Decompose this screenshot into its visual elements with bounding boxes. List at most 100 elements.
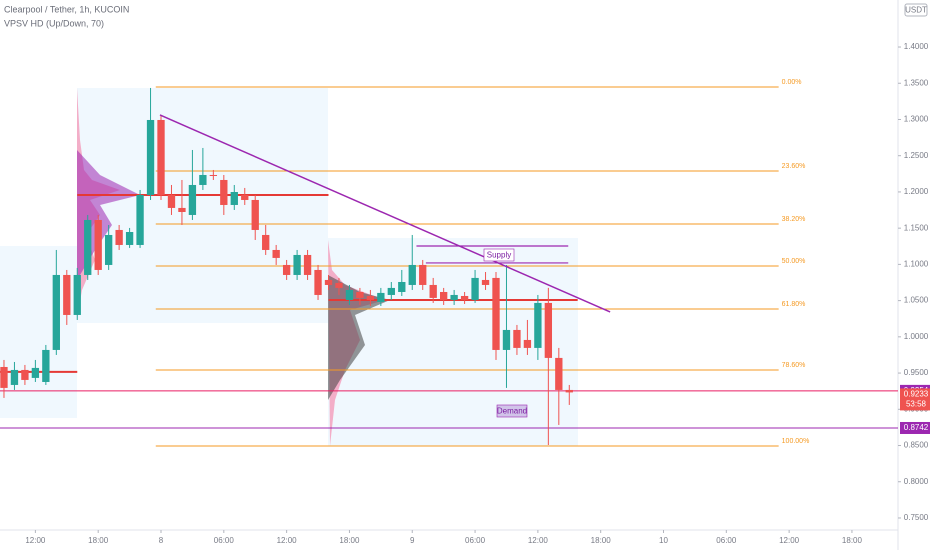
candle-body [84,219,92,275]
candle-body [481,279,490,285]
candle-body [356,291,364,298]
candle-body [366,295,375,300]
x-tick-label: 12:00 [779,536,800,545]
x-tick-label: 12:00 [528,536,549,545]
profile-box [77,88,328,323]
annotation-box [496,404,528,418]
candle-body [282,264,291,275]
x-tick-label: 12:00 [277,536,298,545]
candle-body [502,329,511,350]
candle-body [387,287,395,295]
candle-body [220,179,228,205]
x-tick-label: 8 [159,536,164,545]
candle-body [115,229,123,245]
fib-label: 38.20% [782,216,806,223]
candle-body [73,274,81,315]
candle-body [251,199,259,230]
y-tick-label: 1.4000 [904,42,929,51]
profile-shape [77,150,140,280]
candle-body [262,234,270,250]
y-tick-label: 0.8000 [904,477,929,486]
y-tick-label: 1.3500 [904,78,929,87]
x-tick-label: 10 [659,536,668,545]
y-tick-label: 1.1000 [904,259,929,268]
candle-body [63,274,71,315]
candle-body [513,329,521,348]
fib-label: 23.60% [782,163,806,170]
candle-body [335,282,343,288]
x-tick-label: 18:00 [88,536,109,545]
candle-body [21,369,29,380]
last-price-label: 0.9233 [904,390,929,399]
candle-body [419,264,427,285]
candle-body [125,231,134,245]
candle-body [450,294,458,300]
x-tick-label: 9 [410,536,415,545]
candle-body [230,192,238,205]
annotation: Supply [487,251,511,260]
candle-body [534,302,542,348]
candle-body [42,349,50,382]
x-tick-label: 18:00 [339,536,360,545]
x-tick-label: 18:00 [842,536,863,545]
trend-line [159,114,611,313]
y-tick-label: 1.2000 [904,187,929,196]
x-tick-label: 12:00 [25,536,46,545]
candle-body [429,284,437,298]
currency[interactable]: USDT [905,6,927,15]
y-tick-label: 0.7500 [904,513,929,522]
y-tick-label: 0.8500 [904,441,929,450]
candle-body [199,174,207,185]
y-tick-label: 1.2500 [904,151,929,160]
candle-body [157,119,165,195]
x-tick-label: 18:00 [591,536,612,545]
chart-title: Clearpool / Tether, 1h, KUCOIN [4,4,129,14]
y-tick-label: 1.0500 [904,296,929,305]
candle-body [314,269,322,295]
candle-body [272,249,280,258]
candle-body [105,234,113,265]
price-tag [900,421,930,434]
annotation-box [483,248,515,262]
indicator-name: VPSV HD (Up/Down, 70) [4,18,104,28]
candle-body [345,289,354,300]
price-tag-label: 0.8742 [904,423,929,432]
x-tick-label: 06:00 [716,536,737,545]
candle-body [136,194,144,245]
annotation: Demand [497,407,527,416]
candle-body [0,366,8,388]
x-tick-label: 06:00 [214,536,235,545]
candle-body [188,184,197,215]
fib-label: 50.00% [782,258,806,265]
candle-body [10,369,19,385]
candle-body [439,291,448,300]
candle-body [293,254,301,275]
candle-body [146,119,155,195]
candle-body [31,367,40,378]
currency-box[interactable] [904,3,928,17]
candle-body [398,281,406,292]
profile-shape [328,275,390,400]
candle-body [408,264,416,285]
y-tick-label: 1.3000 [904,115,929,124]
candle-body [52,274,60,350]
candle-body [178,207,186,212]
candle-body [460,295,469,300]
y-tick-label: 1.1500 [904,223,929,232]
candle-body [555,357,563,390]
candle-body [94,219,102,270]
fib-label: 0.00% [782,79,802,86]
profile-box [0,246,77,418]
candle-body [492,277,500,350]
last-price-tag [900,388,930,411]
candle-body [471,277,479,300]
candle-body [303,254,312,275]
fib-label: 78.60% [782,362,806,369]
candle-body [565,389,573,393]
candle-body [167,194,176,208]
x-tick-label: 06:00 [465,536,486,545]
candle-body [544,302,553,358]
y-tick-label: 1.0000 [904,332,929,341]
y-tick-label: 0.9500 [904,368,929,377]
